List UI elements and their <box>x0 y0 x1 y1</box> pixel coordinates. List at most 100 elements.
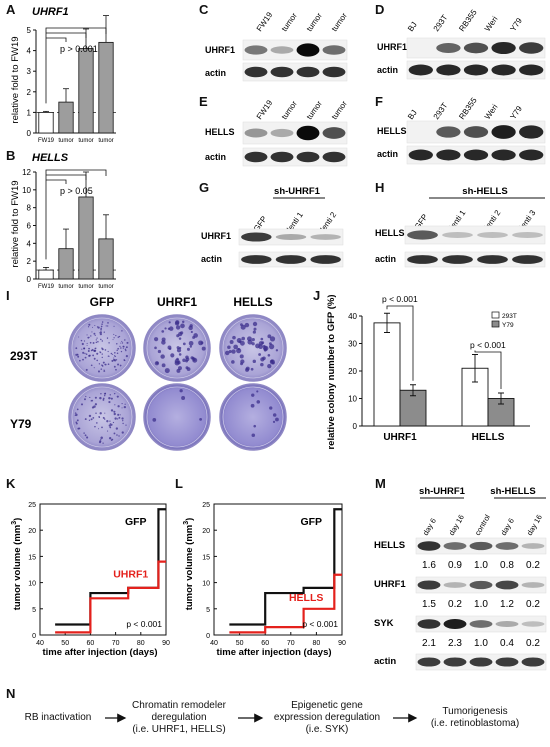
colony <box>178 366 182 371</box>
colony <box>113 410 116 413</box>
band <box>270 46 294 54</box>
colony <box>92 416 95 419</box>
colony <box>77 353 79 355</box>
colony <box>84 398 86 401</box>
colony-col-uhrf1: UHRF1 <box>157 295 197 309</box>
colony <box>120 342 122 344</box>
row-label: actin <box>377 149 398 159</box>
colony <box>227 345 231 350</box>
colony <box>260 362 264 367</box>
colony <box>178 353 182 356</box>
colony <box>97 326 100 329</box>
bar <box>78 196 94 280</box>
colony <box>201 346 206 351</box>
colony <box>116 352 119 355</box>
p-value: p < 0.001 <box>470 340 506 350</box>
colony <box>84 352 86 355</box>
sig-bracket <box>45 169 107 260</box>
band <box>417 541 441 551</box>
colony <box>164 368 170 374</box>
colony <box>98 441 102 444</box>
colony <box>92 342 95 344</box>
band-quant: 1.0 <box>474 638 488 649</box>
colony <box>271 361 275 365</box>
colony <box>240 340 245 346</box>
band <box>241 232 272 242</box>
x-tick-label: 40 <box>210 640 218 647</box>
band <box>417 580 441 590</box>
colony <box>89 341 92 344</box>
panel-label-m: M <box>375 476 386 491</box>
panel-label-b: B <box>6 148 16 163</box>
colony <box>93 367 95 369</box>
colony <box>113 358 116 361</box>
colony <box>179 346 182 350</box>
colony <box>74 412 77 414</box>
panel-label-n: N <box>6 686 16 701</box>
band <box>436 149 461 161</box>
band <box>443 619 467 629</box>
band <box>417 619 441 629</box>
colony <box>251 393 255 397</box>
colony <box>231 349 236 354</box>
band-quant: 2.1 <box>422 638 436 649</box>
colony <box>192 357 198 363</box>
band <box>322 151 346 163</box>
sig-bracket <box>46 37 67 42</box>
colony <box>102 416 105 419</box>
colony <box>86 344 88 346</box>
band <box>310 234 341 240</box>
colony <box>190 330 193 334</box>
colony <box>269 406 273 410</box>
band <box>442 231 473 239</box>
colony <box>99 332 101 334</box>
chart-k-ylabel: tumor volume (mm3) <box>11 518 23 611</box>
band <box>519 149 544 161</box>
band <box>495 657 519 667</box>
y-tick-label: 5 <box>32 607 36 614</box>
colony <box>113 412 116 416</box>
band <box>322 127 346 139</box>
lane-label: Weri <box>483 102 500 121</box>
band <box>442 255 473 264</box>
band <box>244 66 268 78</box>
plot-frame <box>39 503 167 636</box>
band-quant: 1.0 <box>474 599 488 610</box>
colony <box>99 412 102 415</box>
y-tick-label: 0 <box>353 422 358 431</box>
colony <box>88 323 91 326</box>
bar <box>78 48 94 134</box>
colony <box>175 325 181 330</box>
blot-m-header-hells: sh-HELLS <box>490 486 535 497</box>
panel-label-h: H <box>375 180 385 195</box>
colony <box>268 344 275 350</box>
band-quant: 1.5 <box>422 599 436 610</box>
colony <box>98 363 101 365</box>
colony <box>115 356 117 358</box>
colony <box>104 394 106 397</box>
colony <box>115 335 117 337</box>
colony <box>113 355 116 357</box>
colony <box>241 336 246 341</box>
colony <box>100 393 102 395</box>
colony <box>120 347 122 349</box>
series-label-hells: HELLS <box>289 592 323 604</box>
panel-label-d: D <box>375 2 385 17</box>
y-tick-label: 0 <box>27 275 32 284</box>
band <box>469 620 493 628</box>
colony <box>182 342 186 346</box>
band <box>296 151 320 163</box>
colony <box>125 346 128 349</box>
colony <box>188 325 193 331</box>
colony <box>103 331 105 333</box>
y-tick-label: 25 <box>28 502 36 509</box>
colony <box>100 325 103 328</box>
band <box>463 64 489 76</box>
colony <box>258 341 264 346</box>
colony <box>176 346 180 350</box>
colony <box>182 320 185 324</box>
colony <box>192 336 196 339</box>
colony <box>101 353 103 355</box>
colony <box>199 417 203 421</box>
